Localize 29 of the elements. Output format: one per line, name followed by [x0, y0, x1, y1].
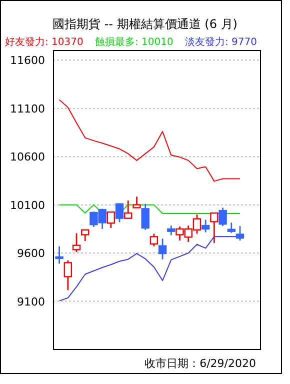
candlestick: [55, 246, 64, 264]
candlestick: [64, 260, 72, 291]
candlestick: [72, 232, 81, 253]
candlestick: [158, 238, 167, 260]
candlestick: [201, 219, 210, 234]
candlestick: [236, 225, 244, 242]
text: 蝕損最多: 10010: [95, 36, 174, 48]
candlestick: [218, 207, 227, 227]
candlestick: [132, 196, 141, 208]
y-tick-label: 11600: [10, 54, 45, 68]
candlestick: [150, 233, 158, 247]
y-tick-label: 10600: [10, 150, 45, 164]
text: 淡友發力: 9770: [185, 36, 257, 48]
candlestick: [106, 210, 116, 229]
text: 好友發力: 10370: [5, 36, 84, 48]
candlestick: [210, 212, 218, 244]
candlestick: [115, 202, 124, 223]
chart-title: 國指期貨 -- 期權結算價通道 (6 月): [52, 17, 238, 31]
candlestick: [167, 224, 176, 236]
text: 收市日期：6/29/2020: [144, 357, 256, 370]
candlestick: [124, 200, 132, 220]
candlestick: [227, 222, 236, 234]
y-tick-label: 11100: [10, 102, 45, 116]
y-tick-label: 9100: [17, 295, 45, 308]
y-tick-label: 10100: [10, 198, 45, 212]
candlestick: [141, 203, 150, 231]
candlestick: [81, 229, 90, 242]
y-tick-label: 9600: [17, 247, 45, 260]
line-series: [58, 99, 240, 182]
